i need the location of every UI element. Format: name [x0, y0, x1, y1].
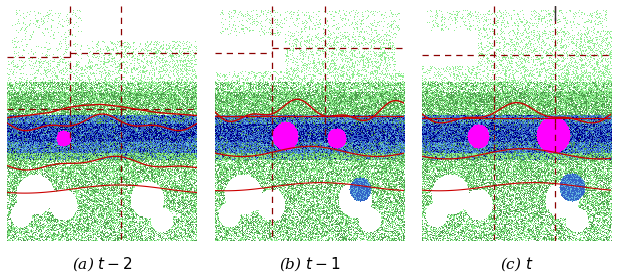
Text: (a) $t-2$: (a) $t-2$: [72, 256, 132, 274]
Text: (c) $t$: (c) $t$: [499, 256, 534, 274]
Text: (b) $t-1$: (b) $t-1$: [279, 256, 340, 274]
